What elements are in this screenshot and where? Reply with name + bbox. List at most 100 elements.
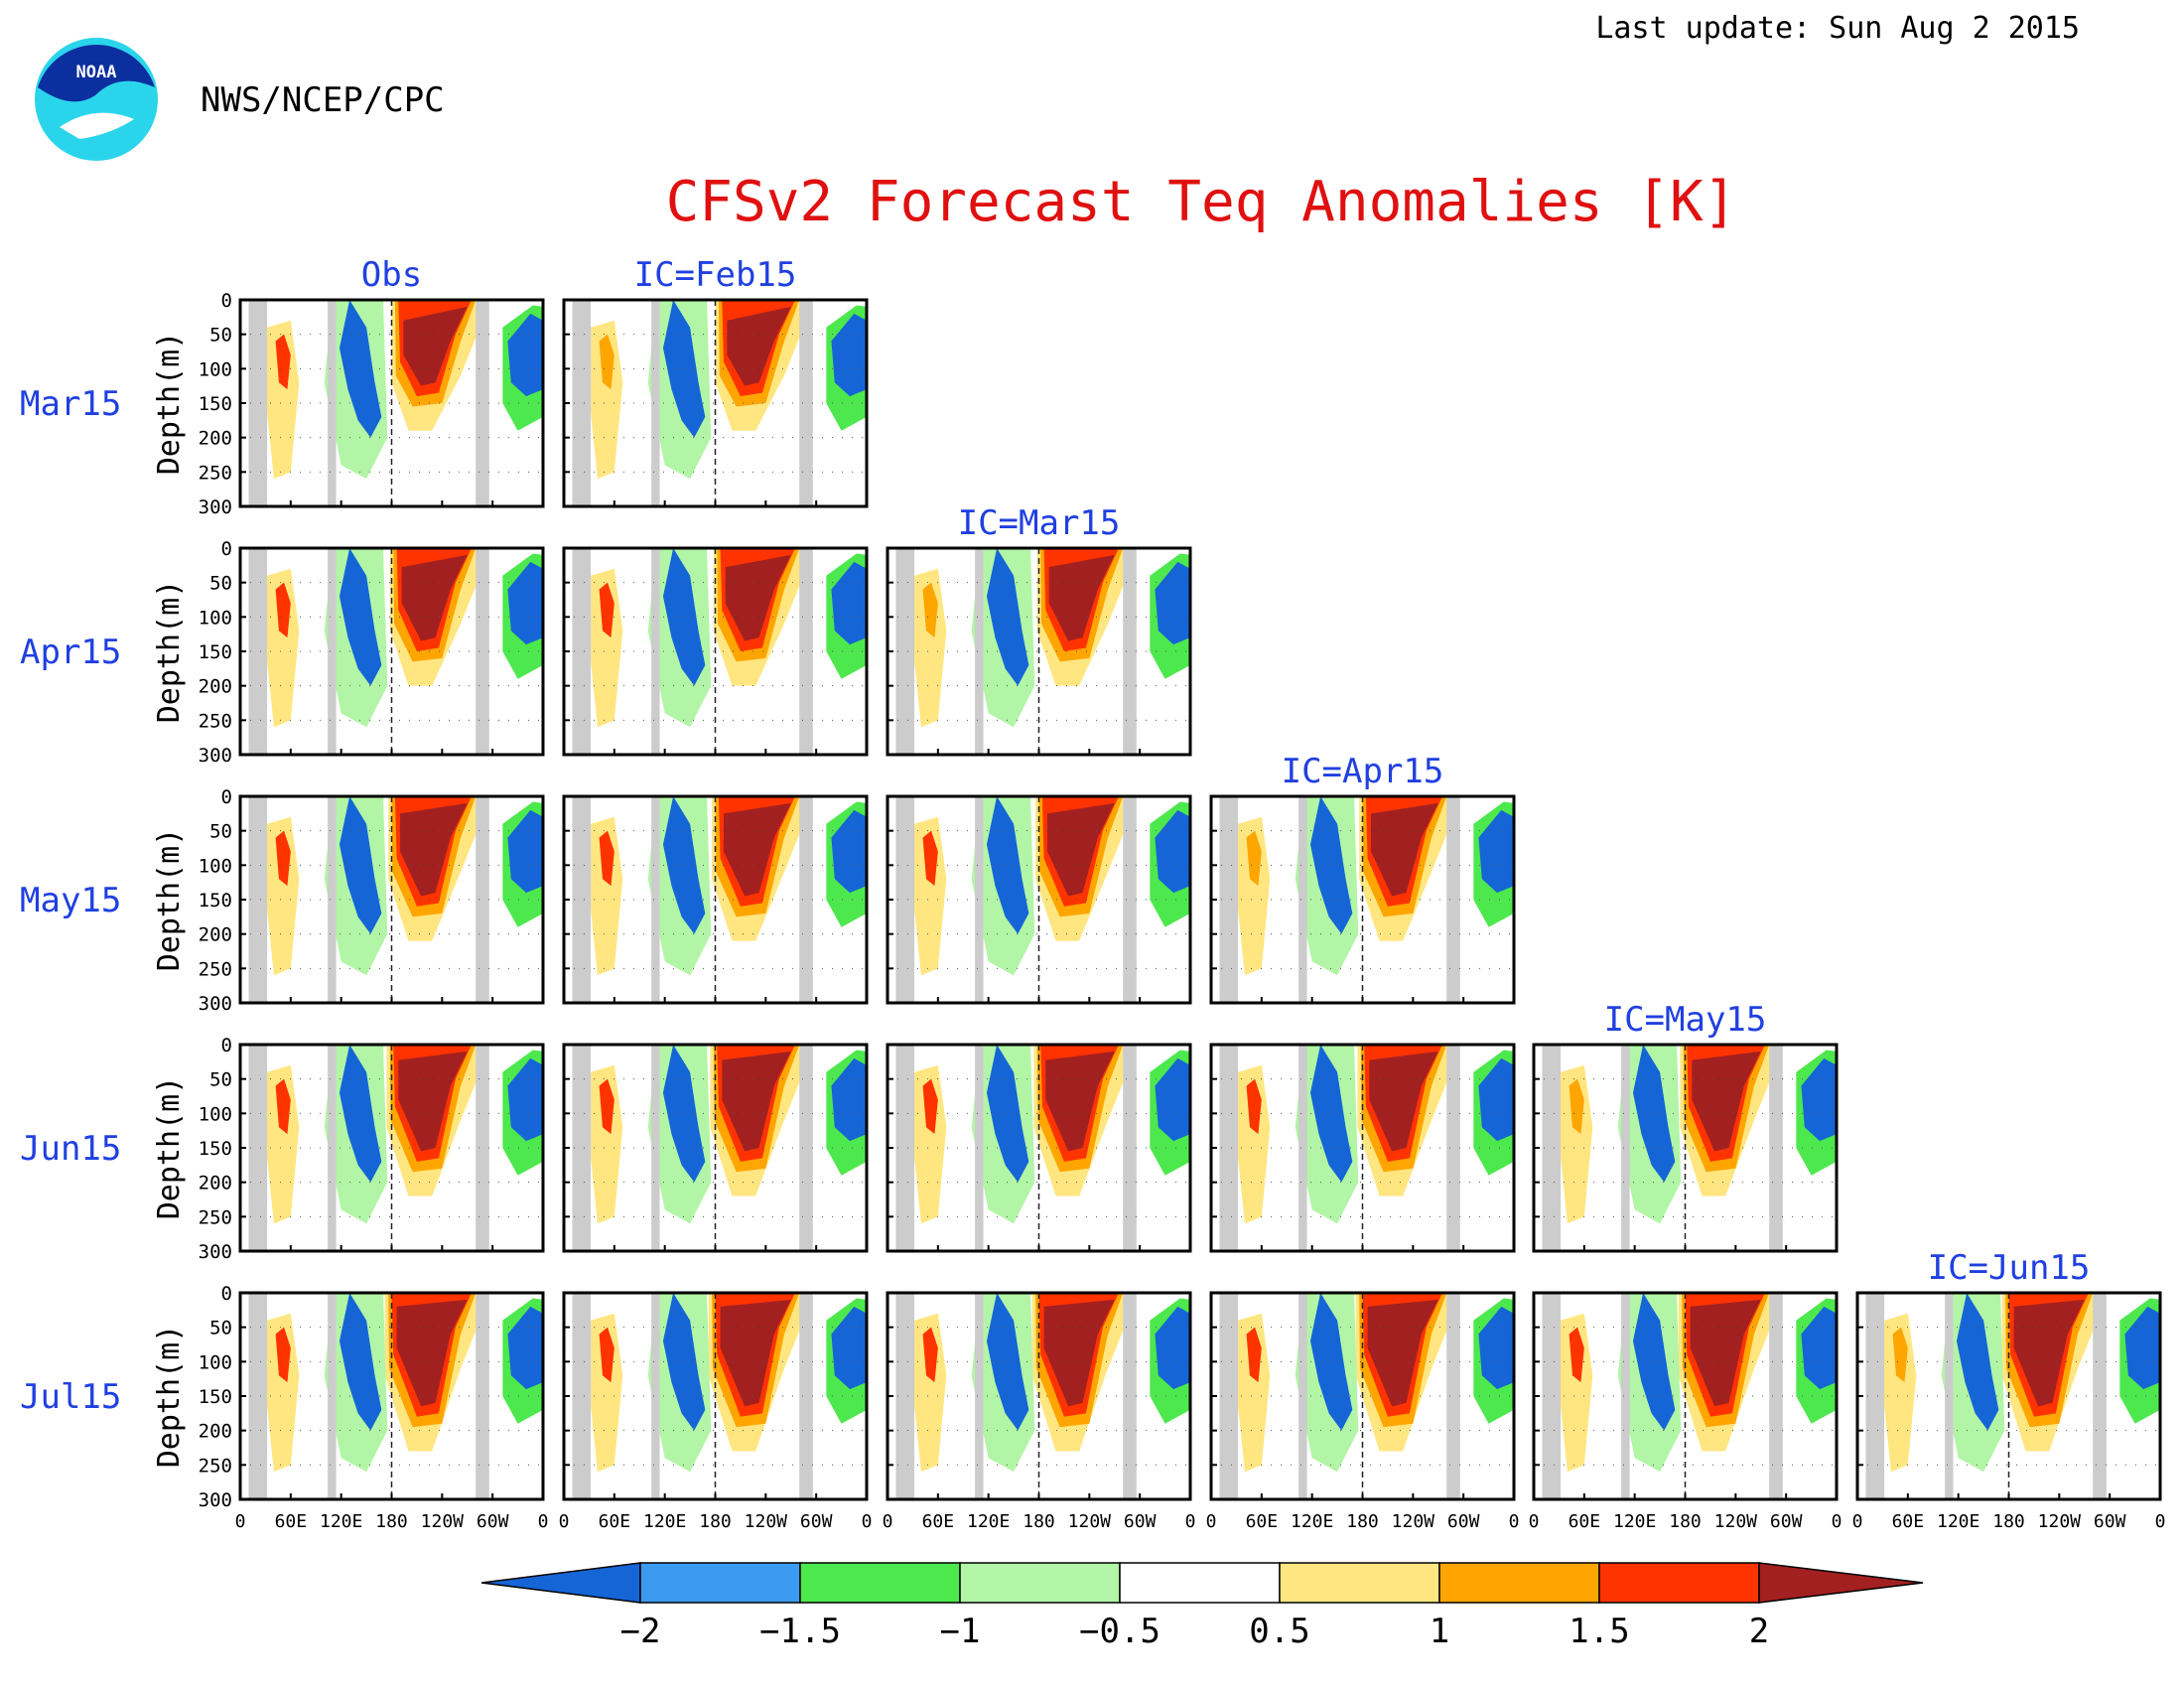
y-axis-label: Depth(m): [152, 828, 187, 972]
panel-jun15-1: [562, 1043, 869, 1253]
warm-anomaly-region: [722, 1051, 791, 1152]
land-mask: [895, 796, 915, 1003]
y-tick-label: 50: [209, 821, 232, 843]
y-tick-label: 300: [199, 1489, 232, 1511]
colorbar-tick-label: −0.5: [1079, 1612, 1160, 1651]
x-tick-label: 120E: [1613, 1511, 1656, 1532]
panel-jun15-2: [886, 1043, 1192, 1253]
warm-anomaly-region: [275, 1078, 291, 1135]
row-label: May15: [20, 881, 121, 920]
logo-text: NOAA: [76, 63, 117, 82]
warm-anomaly-region: [265, 320, 300, 480]
land-mask: [975, 548, 984, 755]
row-label: Mar15: [20, 384, 121, 424]
y-tick-label: 150: [199, 641, 232, 663]
land-mask: [1298, 1293, 1307, 1499]
x-tick-label: 120W: [1392, 1511, 1435, 1532]
colorbar-tick-label: 1: [1430, 1612, 1449, 1651]
land-mask: [476, 548, 489, 755]
x-tick-label: 60E: [922, 1511, 955, 1532]
land-mask: [572, 1293, 592, 1499]
land-mask: [572, 300, 592, 506]
y-tick-label: 200: [199, 676, 232, 698]
x-tick-label: 60W: [1124, 1511, 1157, 1532]
land-mask: [895, 1293, 915, 1499]
x-tick-label: 60E: [1246, 1511, 1279, 1532]
panel-may15-2: [886, 794, 1192, 1005]
land-mask: [476, 300, 489, 506]
y-tick-label: 0: [221, 290, 232, 312]
warm-anomaly-region: [599, 1078, 614, 1135]
land-mask: [476, 1045, 489, 1251]
land-mask: [248, 300, 268, 506]
y-tick-label: 300: [199, 993, 232, 1015]
y-tick-label: 100: [199, 855, 232, 877]
y-tick-label: 200: [199, 1173, 232, 1195]
warm-anomaly-region: [727, 306, 791, 386]
y-tick-label: 0: [221, 538, 232, 560]
warm-anomaly-region: [589, 816, 623, 976]
warm-anomaly-region: [1882, 1313, 1917, 1473]
colorbar-segment: [1598, 1562, 1760, 1604]
x-tick-label: 180: [1992, 1511, 2025, 1532]
land-mask: [328, 1045, 337, 1251]
cold-anomaly-region: [1155, 1306, 1190, 1390]
x-tick-label: 60W: [1770, 1511, 1803, 1532]
land-mask: [1769, 1045, 1783, 1251]
land-mask: [248, 548, 268, 755]
warm-anomaly-region: [1236, 816, 1271, 976]
warm-anomaly-region: [922, 830, 938, 887]
panel-may15-3: IC=Apr15: [1209, 752, 1516, 1005]
cold-anomaly-region: [831, 809, 867, 894]
warm-anomaly-region: [399, 802, 468, 897]
warm-anomaly-region: [1046, 802, 1115, 897]
x-tick-label: 60E: [1892, 1511, 1925, 1532]
cold-anomaly-region: [1155, 1057, 1190, 1142]
cold-anomaly-region: [1478, 1306, 1514, 1390]
row-label: Jun15: [20, 1129, 121, 1169]
panel-may15-1: [562, 794, 869, 1005]
land-mask: [1621, 1293, 1630, 1499]
y-tick-label: 0: [221, 1283, 232, 1305]
warm-anomaly-region: [1692, 1051, 1761, 1152]
land-mask: [1542, 1293, 1562, 1499]
warm-anomaly-region: [589, 568, 623, 728]
panel-jul15-0: 0 50 100 150 200 250 300 Depth(m) Jul15 0 60E 120E 1…: [20, 1283, 548, 1532]
warm-anomaly-region: [589, 320, 623, 480]
land-mask: [248, 1293, 268, 1499]
cold-anomaly-region: [1801, 1306, 1837, 1390]
panel-jul15-3: 0 60E 120E 180 120W 60W 0: [1206, 1291, 1519, 1532]
warm-anomaly-region: [599, 334, 614, 390]
land-mask: [975, 796, 984, 1003]
y-axis-label: Depth(m): [152, 1076, 187, 1220]
x-tick-label: 60E: [275, 1511, 308, 1532]
land-mask: [572, 796, 592, 1003]
land-mask: [1865, 1293, 1885, 1499]
colorbar-tick-label: 0.5: [1249, 1612, 1309, 1651]
cold-anomaly-region: [1155, 809, 1190, 894]
warm-anomaly-region: [2013, 1299, 2085, 1407]
row-label: Jul15: [20, 1377, 121, 1417]
y-tick-label: 100: [199, 607, 232, 629]
x-tick-label: 60W: [477, 1511, 509, 1532]
land-mask: [1769, 1293, 1783, 1499]
column-header: Obs: [361, 255, 422, 295]
warm-anomaly-region: [922, 1327, 938, 1383]
land-mask: [1542, 1045, 1562, 1251]
y-tick-label: 200: [199, 428, 232, 450]
column-header: IC=Jun15: [1928, 1248, 2091, 1288]
y-tick-label: 50: [209, 1318, 232, 1339]
y-axis-label: Depth(m): [152, 332, 187, 476]
y-tick-label: 100: [199, 1351, 232, 1373]
colorbar-segment: [959, 1562, 1121, 1604]
land-mask: [1446, 796, 1460, 1003]
y-tick-label: 50: [209, 573, 232, 595]
y-tick-label: 0: [221, 786, 232, 808]
land-mask: [651, 1293, 660, 1499]
x-tick-label: 180: [1023, 1511, 1055, 1532]
warm-anomaly-region: [275, 582, 291, 638]
warm-anomaly-region: [599, 582, 614, 638]
column-header: IC=May15: [1604, 1000, 1767, 1040]
warm-anomaly-region: [589, 1064, 623, 1224]
